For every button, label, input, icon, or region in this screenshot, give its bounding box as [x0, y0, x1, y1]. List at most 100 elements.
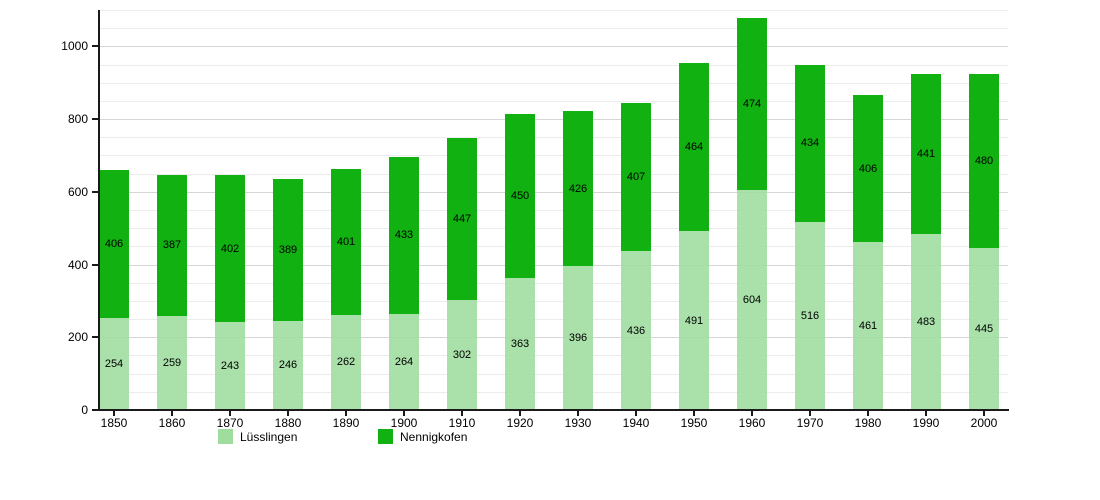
bar-value-label: 474	[742, 98, 762, 111]
bar-value-label: 264	[394, 356, 414, 368]
x-axis-tick	[519, 411, 521, 416]
x-axis-tick	[461, 411, 463, 416]
bar-segment-lusslingen	[157, 315, 187, 410]
legend-label-lusslingen: Lüsslingen	[240, 429, 298, 444]
legend: Lüsslingen Nennigkofen	[0, 429, 1100, 453]
bar-segment-nennigkofen	[853, 94, 883, 243]
x-axis-tick	[577, 411, 579, 416]
x-tick-label: 1880	[274, 416, 302, 430]
y-axis-tick	[92, 263, 99, 266]
bar-segment-lusslingen	[389, 314, 419, 410]
y-axis-line	[98, 10, 100, 411]
x-axis-tick	[171, 411, 173, 416]
bar-value-label: 461	[858, 320, 878, 333]
y-tick-label: 0	[81, 403, 88, 417]
y-tick-label: 200	[67, 330, 88, 345]
gridline-minor	[99, 10, 1008, 11]
bar-segment-lusslingen	[331, 314, 361, 410]
y-axis-tick	[92, 118, 99, 121]
bar-value-label: 401	[336, 235, 356, 248]
y-tick-label: 1000	[61, 39, 88, 54]
bar-segment-lusslingen	[679, 231, 709, 410]
x-axis-tick	[693, 411, 695, 416]
y-tick-label: 800	[67, 112, 88, 127]
x-tick-label: 1920	[506, 416, 534, 430]
bar-value-label: 480	[974, 154, 994, 167]
bar-value-label: 436	[626, 324, 646, 337]
bar-segment-nennigkofen	[795, 64, 825, 223]
bar-value-label: 262	[336, 356, 356, 369]
bar-segment-lusslingen	[795, 222, 825, 410]
gridline-major	[99, 337, 1008, 339]
gridline-minor	[99, 228, 1008, 230]
bar-value-label: 434	[800, 137, 820, 150]
gridline-major	[99, 264, 1008, 266]
bar-segment-lusslingen	[737, 190, 767, 410]
x-axis-line	[98, 409, 1009, 411]
bar-value-label: 426	[568, 182, 588, 195]
bar-segment-lusslingen	[621, 251, 651, 410]
x-tick-label: 1870	[216, 416, 244, 430]
bar-segment-nennigkofen	[389, 156, 419, 314]
bar-segment-lusslingen	[99, 317, 129, 410]
gridline-minor	[99, 246, 1008, 248]
x-tick-label: 1950	[680, 416, 708, 430]
bar-value-label: 445	[974, 323, 994, 336]
x-axis-tick	[751, 411, 753, 416]
bar-segment-nennigkofen	[911, 74, 941, 235]
y-tick-label: 600	[67, 184, 88, 199]
legend-swatch-lusslingen	[218, 429, 233, 444]
bar-segment-nennigkofen	[215, 175, 245, 322]
bar-segment-lusslingen	[447, 300, 477, 410]
x-tick-label: 1980	[854, 416, 882, 430]
bar-segment-nennigkofen	[621, 103, 651, 252]
bar-segment-nennigkofen	[563, 111, 593, 266]
bar-segment-lusslingen	[505, 278, 535, 410]
gridline-minor	[99, 319, 1008, 321]
x-tick-label: 1930	[564, 416, 592, 430]
gridline-minor	[99, 100, 1008, 102]
gridline-minor	[99, 82, 1008, 84]
gridline-major	[99, 46, 1008, 48]
x-axis-tick	[287, 411, 289, 416]
gridline-minor	[99, 137, 1008, 139]
bar-value-label: 450	[510, 190, 530, 203]
bar-value-label: 464	[684, 141, 704, 154]
gridline-major	[99, 191, 1008, 193]
x-tick-label: 1990	[912, 416, 940, 430]
y-axis-tick	[92, 336, 99, 339]
x-tick-label: 1850	[100, 416, 128, 430]
gridline-minor	[99, 64, 1008, 66]
y-tick-label: 400	[67, 257, 88, 272]
bar-value-label: 246	[278, 359, 298, 372]
gridline-minor	[99, 355, 1008, 357]
x-axis-tick	[229, 411, 231, 416]
y-axis-tick	[92, 45, 99, 48]
gridline-minor	[99, 373, 1008, 375]
x-tick-label: 1960	[738, 416, 766, 430]
bar-value-label: 243	[220, 359, 240, 372]
bar-segment-nennigkofen	[157, 175, 187, 316]
x-axis-tick	[983, 411, 985, 416]
bar-value-label: 491	[684, 314, 704, 327]
bar-value-label: 516	[800, 310, 820, 323]
bar-value-label: 406	[858, 162, 878, 175]
x-tick-label: 1860	[158, 416, 186, 430]
x-axis-tick	[925, 411, 927, 416]
gridline-minor	[99, 210, 1008, 211]
bar-segment-nennigkofen	[99, 170, 129, 318]
bar-segment-lusslingen	[273, 320, 303, 410]
legend-item-lusslingen: Lüsslingen	[218, 429, 297, 444]
bar-value-label: 406	[104, 237, 124, 250]
bar-segment-nennigkofen	[447, 137, 477, 301]
bar-value-label: 389	[278, 243, 298, 256]
gridline-minor	[99, 282, 1008, 284]
bar-value-label: 441	[916, 148, 936, 161]
bar-segment-lusslingen	[969, 248, 999, 410]
bar-value-label: 254	[104, 357, 124, 370]
bar-segment-lusslingen	[853, 242, 883, 410]
bar-segment-nennigkofen	[737, 18, 767, 191]
x-tick-label: 1970	[796, 416, 824, 430]
x-tick-label: 1910	[448, 416, 476, 430]
